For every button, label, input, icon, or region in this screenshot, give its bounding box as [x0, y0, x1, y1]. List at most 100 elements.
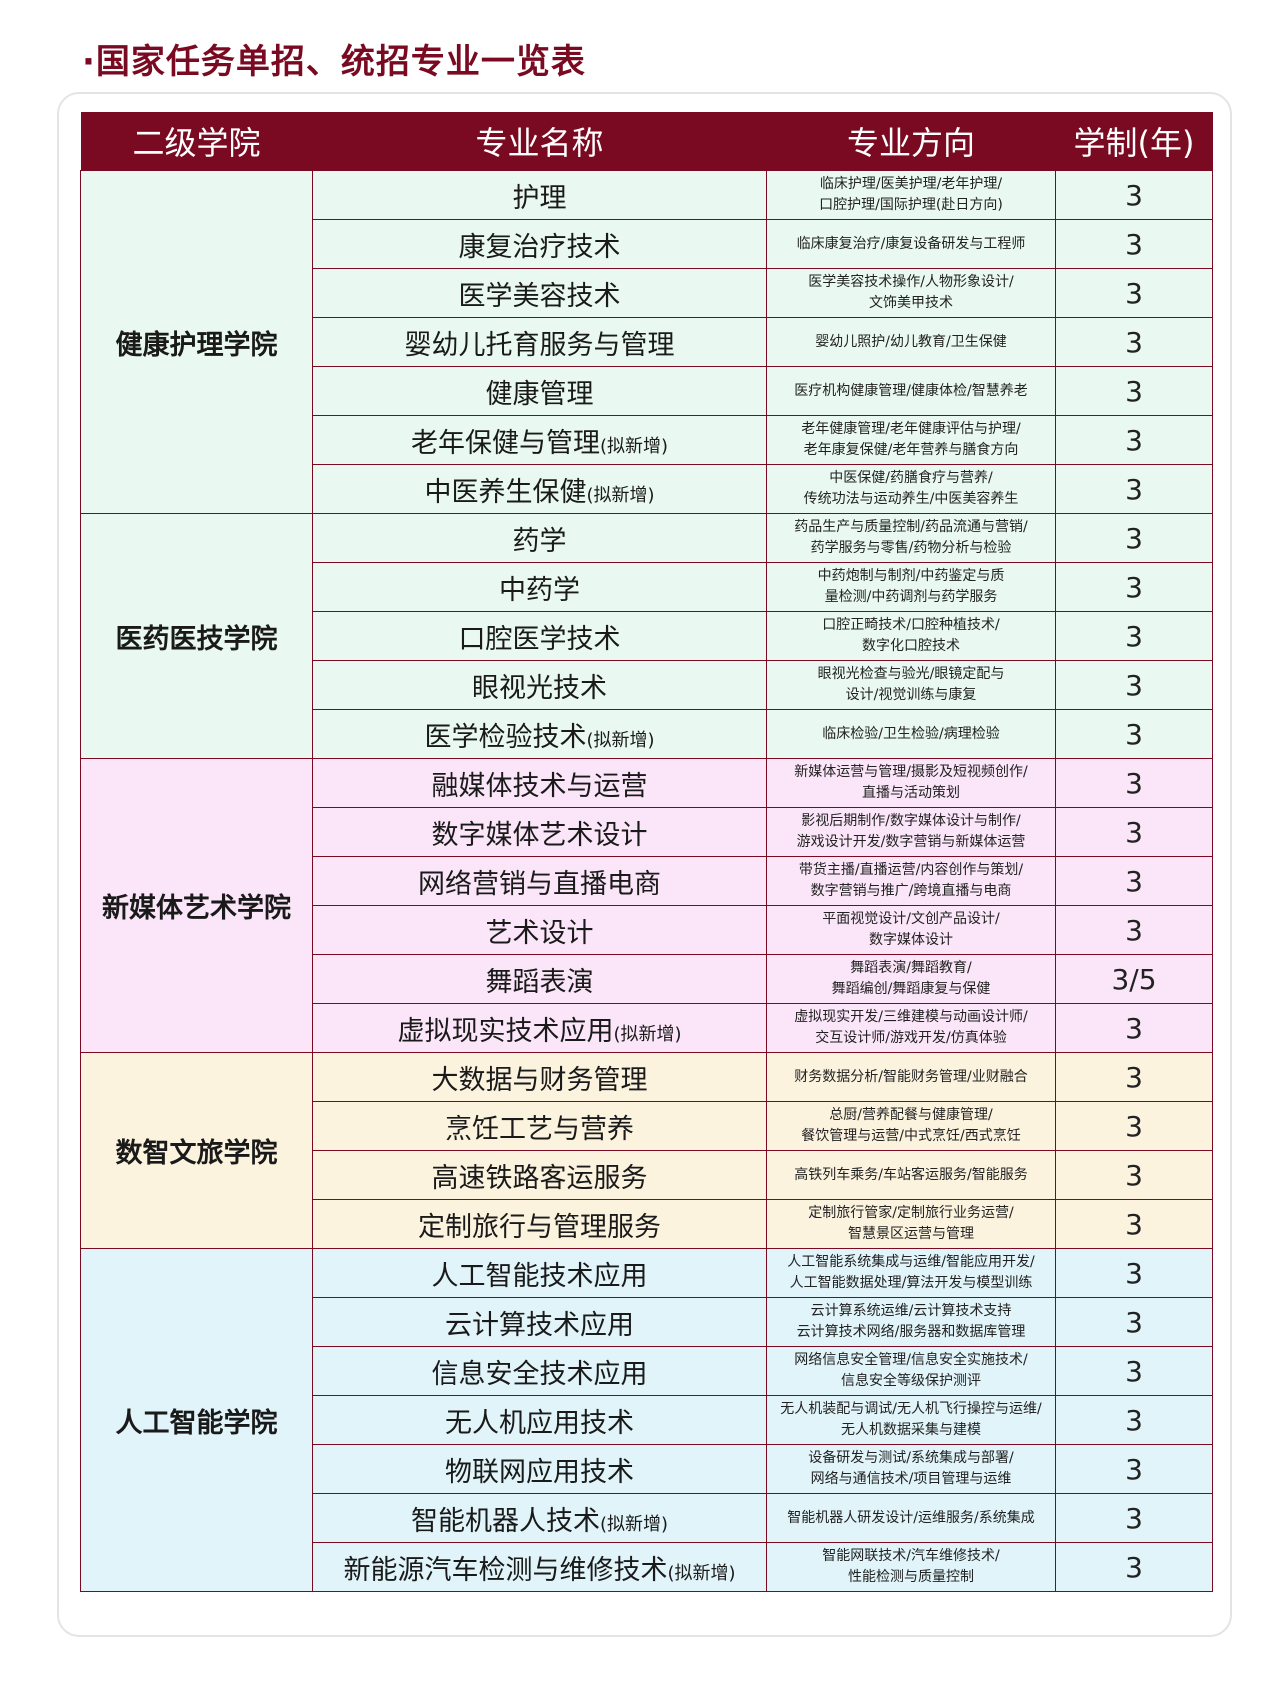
direction-cell: 云计算系统运维/云计算技术支持 云计算技术网络/服务器和数据库管理	[766, 1297, 1056, 1347]
header-major: 专业名称	[312, 112, 767, 171]
major-cell: 老年保健与管理(拟新增)	[312, 415, 767, 465]
major-name: 物联网应用技术	[445, 1456, 634, 1488]
direction-line: 数字化口腔技术	[862, 638, 960, 654]
years-cell: 3	[1055, 562, 1213, 612]
years-cell: 3	[1055, 807, 1213, 857]
direction-cell: 定制旅行管家/定制旅行业务运营/智慧景区运营与管理	[766, 1199, 1056, 1249]
direction-line: 网络与通信技术/项目管理与运维	[810, 1471, 1012, 1487]
major-cell: 艺术设计	[312, 905, 767, 955]
major-cell: 烹饪工艺与营养	[312, 1101, 767, 1151]
major-cell: 云计算技术应用	[312, 1297, 767, 1347]
direction-line: 平面视觉设计/文创产品设计/	[822, 911, 1000, 927]
direction-cell: 网络信息安全管理/信息安全实施技术/信息安全等级保护测评	[766, 1346, 1056, 1396]
direction-line: 影视后期制作/数字媒体设计与制作/	[801, 813, 1021, 829]
direction-line: 医疗机构健康管理/健康体检/智慧养老	[794, 382, 1028, 399]
direction-line: 眼视光检查与验光/眼镜定配与	[817, 666, 1005, 682]
major-cell: 融媒体技术与运营	[312, 758, 767, 808]
years-cell: 3	[1055, 366, 1213, 416]
direction-line: 老年健康管理/老年健康评估与护理/	[801, 421, 1021, 437]
header-years: 学制(年)	[1055, 112, 1213, 171]
direction-line: 总厨/营养配餐与健康管理/	[829, 1107, 993, 1123]
years-cell: 3	[1055, 709, 1213, 759]
direction-line: 传统功法与运动养生/中医美容养生	[803, 491, 1019, 507]
major-name: 婴幼儿托育服务与管理	[404, 329, 675, 361]
college-cell: 人工智能学院	[80, 1248, 313, 1592]
major-cell: 虚拟现实技术应用(拟新增)	[312, 1003, 767, 1053]
years-cell: 3	[1055, 1346, 1213, 1396]
major-name: 智能机器人技术	[410, 1505, 600, 1537]
major-name: 健康管理	[485, 378, 594, 410]
major-name: 药学	[512, 525, 567, 557]
major-name: 舞蹈表演	[485, 966, 594, 998]
major-cell: 网络营销与直播电商	[312, 856, 767, 906]
major-cell: 康复治疗技术	[312, 219, 767, 269]
major-cell: 新能源汽车检测与维修技术(拟新增)	[312, 1542, 767, 1592]
major-cell: 护理	[312, 170, 767, 220]
major-name: 护理	[512, 182, 567, 214]
years-cell: 3	[1055, 856, 1213, 906]
direction-cell: 老年健康管理/老年健康评估与护理/老年康复保健/老年营养与膳食方向	[766, 415, 1056, 465]
new-major-tag: (拟新增)	[667, 1562, 736, 1584]
college-cell: 健康护理学院	[80, 170, 313, 514]
direction-line: 人工智能数据处理/算法开发与模型训练	[789, 1275, 1033, 1291]
table-row: 健康护理学院 护理 临床护理/医美护理/老年护理/口腔护理/国际护理(赴日方向) 3	[80, 170, 1213, 514]
years-cell: 3	[1055, 1297, 1213, 1347]
major-cell: 中药学	[312, 562, 767, 612]
direction-cell: 临床检验/卫生检验/病理检验	[766, 709, 1056, 759]
table-card	[57, 92, 1232, 1637]
direction-cell: 临床康复治疗/康复设备研发与工程师	[766, 219, 1056, 269]
major-cell: 舞蹈表演	[312, 954, 767, 1004]
direction-cell: 人工智能系统集成与运维/智能应用开发/人工智能数据处理/算法开发与模型训练	[766, 1248, 1056, 1298]
major-cell: 药学	[312, 513, 767, 563]
table-header-row: 二级学院 专业名称 专业方向 学制(年)	[80, 112, 1213, 171]
major-name: 中医养生保健	[424, 476, 587, 508]
college-cell: 新媒体艺术学院	[80, 758, 313, 1053]
direction-line: 财务数据分析/智能财务管理/业财融合	[794, 1068, 1028, 1085]
direction-line: 智能机器人研发设计/运维服务/系统集成	[787, 1509, 1035, 1526]
direction-cell: 医学美容技术操作/人物形象设计/文饰美甲技术	[766, 268, 1056, 318]
direction-line: 舞蹈编创/舞蹈康复与保健	[831, 981, 991, 997]
major-name: 高速铁路客运服务	[431, 1162, 648, 1194]
years-cell: 3	[1055, 1493, 1213, 1543]
table-row: 中医养生保健(拟新增) 中医保健/药膳食疗与营养/传统功法与运动养生/中医美容养生…	[80, 464, 1213, 514]
header-direction: 专业方向	[766, 112, 1056, 171]
major-cell: 口腔医学技术	[312, 611, 767, 661]
direction-line: 餐饮管理与运营/中式烹饪/西式烹饪	[801, 1128, 1021, 1144]
major-cell: 中医养生保健(拟新增)	[312, 464, 767, 514]
direction-line: 口腔正畸技术/口腔种植技术/	[822, 617, 1000, 633]
table-row: 烹饪工艺与营养 总厨/营养配餐与健康管理/餐饮管理与运营/中式烹饪/西式烹饪 3	[80, 1101, 1213, 1151]
major-name: 无人机应用技术	[445, 1407, 634, 1439]
direction-line: 数字媒体设计	[869, 932, 953, 948]
direction-line: 老年康复保健/老年营养与膳食方向	[803, 442, 1019, 458]
page-title: ·国家任务单招、统招专业一览表	[82, 42, 586, 82]
years-cell: 3	[1055, 1101, 1213, 1151]
direction-line: 临床康复治疗/康复设备研发与工程师	[796, 235, 1026, 252]
major-cell: 人工智能技术应用	[312, 1248, 767, 1298]
direction-line: 游戏设计开发/数字营销与新媒体运营	[796, 834, 1026, 850]
years-cell: 3	[1055, 758, 1213, 808]
years-cell: 3	[1055, 219, 1213, 269]
direction-line: 虚拟现实开发/三维建模与动画设计师/	[794, 1009, 1028, 1025]
direction-cell: 影视后期制作/数字媒体设计与制作/游戏设计开发/数字营销与新媒体运营	[766, 807, 1056, 857]
header-college: 二级学院	[80, 112, 313, 171]
direction-line: 交互设计师/游戏开发/仿真体验	[815, 1030, 1007, 1046]
major-name: 人工智能技术应用	[431, 1260, 648, 1292]
direction-line: 信息安全等级保护测评	[841, 1373, 981, 1389]
direction-line: 新媒体运营与管理/摄影及短视频创作/	[794, 764, 1028, 780]
table-row: 医药医技学院 药学 药品生产与质量控制/药品流通与营销/药学服务与零售/药物分析与检…	[80, 513, 1213, 759]
major-name: 定制旅行与管理服务	[418, 1211, 661, 1243]
direction-cell: 无人机装配与调试/无人机飞行操控与运维/无人机数据采集与建模	[766, 1395, 1056, 1445]
direction-line: 高铁列车乘务/车站客运服务/智能服务	[794, 1166, 1028, 1183]
direction-line: 药品生产与质量控制/药品流通与营销/	[794, 519, 1028, 535]
direction-line: 中医保健/药膳食疗与营养/	[829, 470, 993, 486]
major-cell: 数字媒体艺术设计	[312, 807, 767, 857]
new-major-tag: (拟新增)	[613, 1023, 682, 1045]
table-row: 人工智能学院 人工智能技术应用 人工智能系统集成与运维/智能应用开发/人工智能数据处…	[80, 1248, 1213, 1592]
direction-line: 量检测/中药调剂与药学服务	[824, 589, 998, 605]
direction-line: 带货主播/直播运营/内容创作与策划/	[798, 862, 1024, 878]
majors-table: 二级学院 专业名称 专业方向 学制(年) 健康护理学院 护理 临床护理/医美护理/老…	[80, 112, 1213, 1592]
major-name: 口腔医学技术	[458, 623, 621, 655]
direction-cell: 临床护理/医美护理/老年护理/口腔护理/国际护理(赴日方向)	[766, 170, 1056, 220]
college-cell: 数智文旅学院	[80, 1052, 313, 1249]
years-cell: 3	[1055, 1150, 1213, 1200]
